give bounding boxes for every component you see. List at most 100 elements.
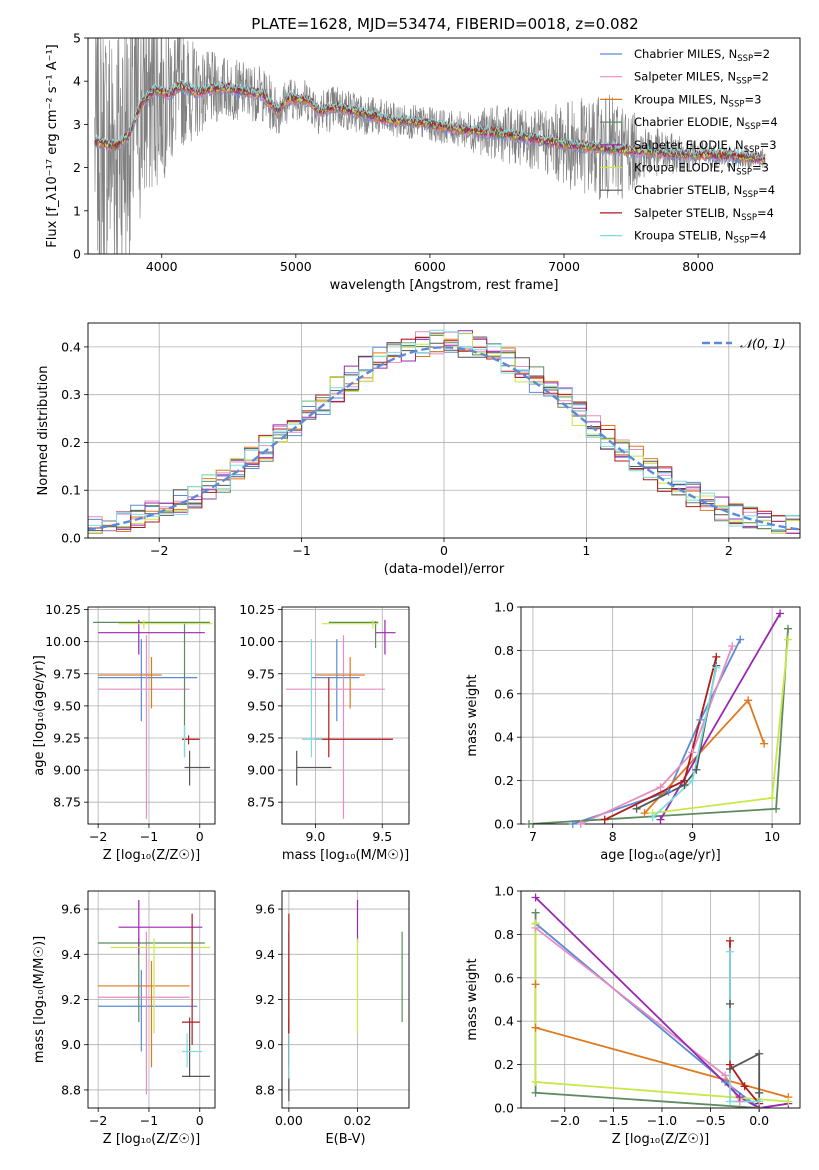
y-tick-label: 0.4 bbox=[494, 730, 514, 745]
y-tick-label: 4 bbox=[73, 74, 81, 89]
x-tick-label: −1.5 bbox=[598, 1113, 628, 1128]
histogram-series bbox=[88, 336, 800, 532]
x-tick-label: −2 bbox=[89, 1113, 107, 1128]
axes-frame bbox=[87, 37, 801, 255]
x-tick-label: 0 bbox=[196, 829, 204, 844]
y-tick-label: 9.4 bbox=[255, 947, 275, 962]
x-tick-label: 10 bbox=[764, 829, 780, 844]
legend-entry: Salpeter STELIB, NSSP=4 bbox=[634, 206, 774, 223]
x-axis-label: age [log₁₀(age/yr)] bbox=[600, 848, 721, 863]
weight-point-marker bbox=[728, 642, 737, 651]
legend-entry: Chabrier MILES, NSSP=2 bbox=[634, 47, 770, 64]
weight-point-marker bbox=[721, 1071, 730, 1080]
weight-point-marker bbox=[736, 635, 745, 644]
x-tick-label: 7000 bbox=[548, 259, 580, 274]
x-tick-label: 9.5 bbox=[372, 829, 392, 844]
y-tick-label: 8.8 bbox=[255, 1082, 275, 1097]
axes-frame bbox=[281, 606, 410, 825]
weight-point-marker bbox=[531, 1077, 540, 1086]
y-tick-label: 9.4 bbox=[61, 947, 81, 962]
y-tick-label: 9.75 bbox=[53, 666, 81, 681]
x-tick-label: 0 bbox=[196, 1113, 204, 1128]
x-tick-label: −2.0 bbox=[550, 1113, 580, 1128]
x-tick-label: 1 bbox=[582, 543, 590, 558]
x-tick-label: 0 bbox=[440, 543, 448, 558]
y-axis-label: Normed distribution bbox=[36, 366, 51, 496]
y-tick-label: 0.0 bbox=[61, 531, 81, 546]
axes: −2.0 −1.5 −1.0 −0.5 0.0 0.0 0.2 0.4 0.6 0.8 1.0 Z [… bbox=[465, 884, 801, 1147]
y-tick-label: 0.4 bbox=[61, 339, 81, 354]
weight-point-marker bbox=[726, 947, 735, 956]
y-tick-label: 0.2 bbox=[494, 773, 514, 788]
figure-title: PLATE=1628, MJD=53474, FIBERID=0018, z=0… bbox=[251, 15, 638, 33]
weight-point-marker bbox=[735, 1093, 744, 1102]
y-tick-label: 0.2 bbox=[494, 1057, 514, 1072]
legend-entry: Kroupa ELODIE, NSSP=3 bbox=[634, 161, 769, 178]
weight-point-marker bbox=[712, 663, 721, 672]
x-axis-label: mass [log₁₀(M/M☉)] bbox=[282, 848, 409, 863]
x-tick-label: 7 bbox=[529, 829, 537, 844]
x-tick-label: 9.0 bbox=[305, 829, 325, 844]
x-tick-label: 5000 bbox=[280, 259, 312, 274]
y-tick-label: 0.0 bbox=[494, 1101, 514, 1116]
y-tick-label: 8.8 bbox=[61, 1082, 81, 1097]
panel-weight_vs_Z: −2.0 −1.5 −1.0 −0.5 0.0 0.0 0.2 0.4 0.6 0.8 1.0 Z [… bbox=[465, 884, 801, 1147]
weight-point-marker bbox=[692, 765, 701, 774]
weight-point-marker bbox=[696, 715, 705, 724]
x-axis-label: wavelength [Angstrom, rest frame] bbox=[330, 278, 559, 293]
weight-series-line bbox=[729, 940, 760, 1105]
axes: −2 −1 0 8.8 9.0 9.2 9.4 9.6 Z [log₁₀(Z/Z☉)] mass … bbox=[32, 890, 216, 1147]
panel-age_vs_mass: 9.0 9.5 8.75 9.00 9.25 9.50 9.75 10.00 10.25 mass… bbox=[239, 602, 410, 863]
y-tick-label: 9.25 bbox=[247, 730, 275, 745]
weight-point-marker bbox=[755, 1049, 764, 1058]
legend-entry: 𝒩(0, 1) bbox=[740, 336, 786, 351]
y-axis-label: mass weight bbox=[465, 674, 480, 756]
weight-point-marker bbox=[772, 804, 781, 813]
x-tick-label: 0.02 bbox=[344, 1113, 372, 1128]
x-axis-label: Z [log₁₀(Z/Z☉)] bbox=[103, 848, 200, 863]
weight-point-marker bbox=[656, 783, 665, 792]
x-tick-label: −0.5 bbox=[695, 1113, 725, 1128]
y-tick-label: 0.4 bbox=[494, 1014, 514, 1029]
weight-point-marker bbox=[726, 936, 735, 945]
weight-point-marker bbox=[755, 1097, 764, 1106]
spectrum-legend: Chabrier MILES, NSSP=2 Salpeter MILES, NS… bbox=[600, 47, 778, 246]
x-tick-label: 0.00 bbox=[275, 1113, 303, 1128]
weight-point-marker bbox=[688, 776, 697, 785]
weight-point-marker bbox=[726, 1097, 735, 1106]
y-tick-label: 3 bbox=[73, 117, 81, 132]
axes: 0.00 0.02 8.8 9.0 9.2 9.4 9.6 E(B-V) bbox=[255, 890, 410, 1147]
y-tick-label: 1.0 bbox=[494, 600, 514, 615]
weight-point-marker bbox=[531, 980, 540, 989]
weight-point-marker bbox=[531, 908, 540, 917]
weight-series-line bbox=[534, 896, 789, 1108]
weight-point-marker bbox=[726, 1060, 735, 1069]
weight-point-marker bbox=[568, 820, 577, 828]
x-axis-label: E(B-V) bbox=[325, 1132, 365, 1147]
weight-point-marker bbox=[531, 1023, 540, 1032]
axes-frame bbox=[520, 606, 801, 825]
x-tick-label: 4000 bbox=[146, 259, 178, 274]
y-tick-label: 0.2 bbox=[61, 435, 81, 450]
axes: 9.0 9.5 8.75 9.00 9.25 9.50 9.75 10.00 10.25 mass… bbox=[239, 602, 410, 863]
legend-entry: Kroupa STELIB, NSSP=4 bbox=[634, 229, 766, 246]
axes-frame bbox=[520, 890, 801, 1109]
x-axis-label: Z [log₁₀(Z/Z☉)] bbox=[612, 1132, 709, 1147]
weight-point-marker bbox=[531, 893, 540, 902]
y-tick-label: 9.0 bbox=[255, 1037, 275, 1052]
y-tick-label: 9.6 bbox=[255, 902, 275, 917]
weight-point-marker bbox=[680, 776, 689, 785]
x-tick-label: −1 bbox=[292, 543, 310, 558]
y-tick-label: 9.75 bbox=[247, 666, 275, 681]
axes: 7 8 9 10 0.0 0.2 0.4 0.6 0.8 1.0 age [log₁₀(age/yr… bbox=[465, 600, 801, 863]
y-tick-label: 5 bbox=[73, 31, 81, 46]
weight-point-marker bbox=[531, 1088, 540, 1097]
plot-area bbox=[88, 329, 800, 534]
x-axis-label: Z [log₁₀(Z/Z☉)] bbox=[103, 1132, 200, 1147]
x-tick-label: 2 bbox=[725, 543, 733, 558]
y-tick-label: 8.75 bbox=[247, 795, 275, 810]
plot-area bbox=[286, 619, 396, 819]
normal-curve bbox=[88, 346, 800, 531]
y-tick-label: 0.0 bbox=[494, 817, 514, 832]
